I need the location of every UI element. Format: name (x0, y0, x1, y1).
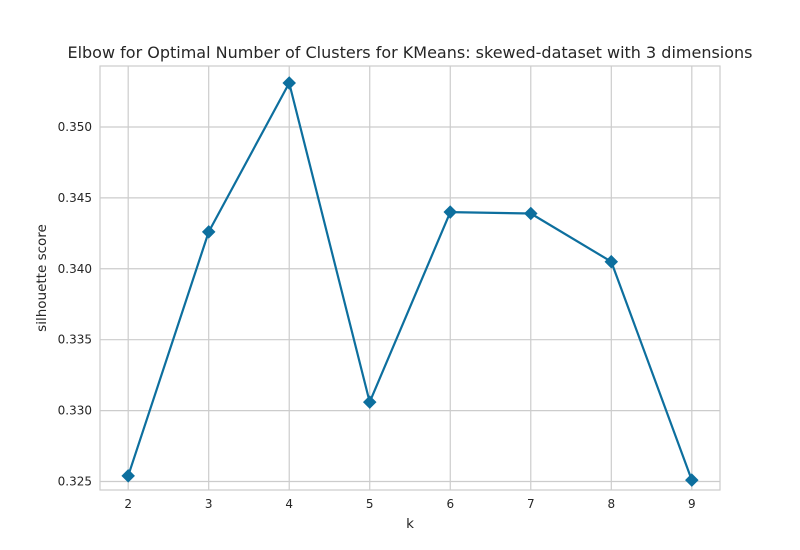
data-point-k6 (443, 205, 458, 219)
y-tick-label: 0.345 (58, 191, 92, 205)
y-gridlines (100, 126, 720, 483)
x-gridlines (127, 66, 693, 490)
x-tick-label: 7 (527, 497, 535, 511)
x-tick-label: 3 (205, 497, 213, 511)
x-axis-label: k (406, 516, 414, 532)
x-tick-label: 4 (285, 497, 293, 511)
series-line (127, 81, 693, 481)
data-point-k8 (604, 254, 619, 269)
chart-title: Elbow for Optimal Number of Clusters for… (67, 43, 752, 62)
y-tick-label: 0.350 (58, 120, 92, 134)
plot-frame (99, 65, 721, 491)
x-tick-label: 5 (366, 497, 374, 511)
x-tick-labels: 2 3 4 5 6 7 8 9 (124, 497, 695, 511)
y-tick-label: 0.335 (58, 333, 92, 347)
y-tick-labels: 0.325 0.330 0.335 0.340 0.345 0.350 (58, 120, 92, 489)
data-point-k7 (524, 206, 538, 221)
data-point-k2 (121, 469, 135, 483)
data-point-k3 (201, 225, 216, 239)
y-tick-label: 0.330 (58, 404, 92, 418)
data-point-k4 (282, 76, 296, 90)
y-axis-label: silhouette score (34, 224, 50, 332)
series-layer (121, 76, 699, 487)
data-point-k9 (685, 473, 699, 487)
data-point-k5 (362, 395, 377, 409)
y-tick-label: 0.340 (58, 262, 92, 276)
x-tick-label: 9 (688, 497, 696, 511)
x-tick-label: 6 (446, 497, 454, 511)
y-tick-label: 0.325 (58, 474, 92, 488)
x-tick-label: 8 (607, 497, 615, 511)
x-tick-label: 2 (124, 497, 132, 511)
